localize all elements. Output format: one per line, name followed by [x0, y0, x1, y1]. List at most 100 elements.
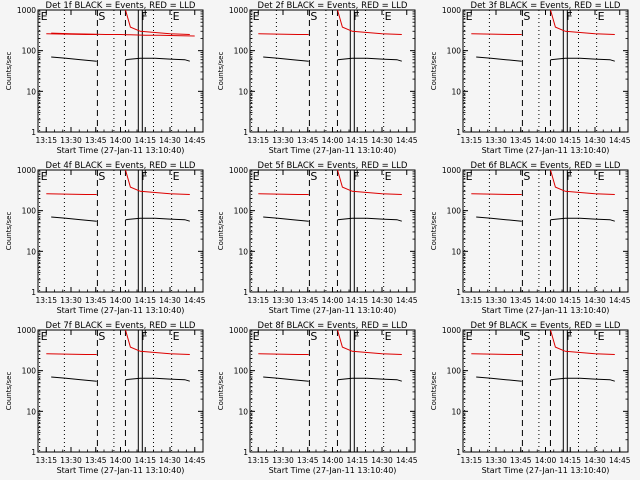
series-line-lld — [550, 10, 615, 35]
series-group — [471, 330, 615, 382]
panel-title: Det 9f BLACK = Events, RED = LLD — [471, 321, 621, 331]
y-tick-label: 100 — [234, 367, 249, 376]
panel-5: Det 5f BLACK = Events, RED = LLD 1 10 100 10… — [217, 161, 418, 315]
series-line-lld — [258, 33, 309, 35]
x-tick-label: 14:00 — [322, 296, 344, 305]
plot-frame — [462, 9, 629, 133]
y-tick-label: 10 — [26, 407, 36, 416]
x-tick-label: 13:15 — [247, 456, 269, 465]
series-line-events — [476, 216, 522, 222]
x-tick-label: 14:45 — [609, 136, 631, 145]
y-tick-label: 100 — [22, 47, 37, 56]
series-group — [258, 170, 402, 222]
x-axis-label: Start Time (27-Jan-11 13:10:40) — [269, 146, 397, 155]
series-line-lld — [471, 33, 522, 35]
series-line-lld — [46, 193, 97, 195]
x-tick-label: 13:45 — [297, 296, 319, 305]
y-tick-label: 100 — [447, 367, 462, 376]
x-tick-label: 14:15 — [134, 136, 156, 145]
series-line-lld — [337, 170, 402, 195]
marker-label: E — [41, 330, 48, 343]
x-axis-label: Start Time (27-Jan-11 13:10:40) — [482, 306, 610, 315]
panel-title: Det 5f BLACK = Events, RED = LLD — [258, 161, 408, 171]
y-tick-label: 100 — [22, 207, 37, 216]
x-axis-label: Start Time (27-Jan-11 13:10:40) — [57, 146, 185, 155]
x-tick-label: 14:15 — [134, 296, 156, 305]
x-tick-label: 14:15 — [559, 296, 581, 305]
marker-label: F — [566, 170, 572, 183]
series-line-events — [550, 377, 615, 382]
x-tick-label: 14:15 — [346, 136, 368, 145]
x-tick-label: 14:30 — [159, 456, 181, 465]
x-tick-label: 14:15 — [134, 456, 156, 465]
x-tick-label: 13:45 — [85, 456, 107, 465]
y-axis-label: Counts/sec — [430, 52, 438, 91]
x-tick-label: 14:00 — [535, 296, 557, 305]
x-tick-label: 14:00 — [110, 456, 132, 465]
marker-label: F — [141, 10, 147, 23]
y-tick-label: 100 — [447, 47, 462, 56]
x-tick-label: 14:30 — [371, 296, 393, 305]
x-tick-label: 14:00 — [110, 296, 132, 305]
y-tick-label: 1000 — [229, 166, 248, 175]
x-tick-label: 13:45 — [297, 136, 319, 145]
marker-label: E — [598, 10, 605, 23]
series-line-lld — [471, 353, 522, 355]
marker-label: E — [466, 330, 473, 343]
marker-label: S — [310, 330, 317, 343]
y-axis-label: Counts/sec — [5, 52, 13, 91]
marker-label: E — [41, 170, 48, 183]
y-axis-label: Counts/sec — [217, 212, 225, 251]
panel-title: Det 3f BLACK = Events, RED = LLD — [471, 1, 621, 11]
series-line-lld — [46, 33, 97, 35]
x-tick-label: 14:15 — [346, 456, 368, 465]
plot-frame — [249, 9, 416, 133]
x-tick-label: 14:45 — [184, 296, 206, 305]
panel-title: Det 7f BLACK = Events, RED = LLD — [46, 321, 196, 331]
marker-label: E — [173, 330, 180, 343]
y-tick-label: 10 — [238, 247, 248, 256]
x-tick-label: 13:45 — [297, 456, 319, 465]
x-tick-label: 13:30 — [272, 456, 294, 465]
series-line-events — [125, 57, 190, 62]
series-line-events — [125, 217, 190, 222]
series-line-events — [337, 217, 402, 222]
series-line-events — [550, 57, 615, 62]
marker-label: S — [310, 170, 317, 183]
panel-2: Det 2f BLACK = Events, RED = LLD 1 10 100 10… — [217, 1, 418, 155]
panel-4: Det 4f BLACK = Events, RED = LLD 1 10 100 10… — [5, 161, 206, 315]
y-axis-label: Counts/sec — [5, 212, 13, 251]
series-group — [471, 170, 615, 222]
marker-label: S — [98, 330, 105, 343]
x-tick-label: 13:45 — [85, 136, 107, 145]
marker-label: F — [566, 330, 572, 343]
marker-label: F — [566, 10, 572, 23]
x-tick-label: 14:30 — [371, 456, 393, 465]
series-line-events — [550, 217, 615, 222]
panel-7: Det 7f BLACK = Events, RED = LLD 1 10 100 10… — [5, 321, 206, 475]
x-tick-label: 14:15 — [346, 296, 368, 305]
series-line-lld — [550, 170, 615, 195]
marker-label: E — [598, 170, 605, 183]
marker-label: F — [141, 330, 147, 343]
series-line-lld — [258, 353, 309, 355]
x-tick-label: 13:45 — [510, 456, 532, 465]
x-tick-label: 14:30 — [584, 136, 606, 145]
y-tick-label: 100 — [234, 47, 249, 56]
x-tick-label: 13:15 — [35, 296, 57, 305]
x-axis-label: Start Time (27-Jan-11 13:10:40) — [269, 466, 397, 475]
marker-label: S — [98, 10, 105, 23]
x-tick-label: 14:30 — [584, 456, 606, 465]
plot-frame — [37, 169, 204, 293]
marker-label: S — [310, 10, 317, 23]
panel-6: Det 6f BLACK = Events, RED = LLD 1 10 100 10… — [430, 161, 631, 315]
panel-1: Det 1f BLACK = Events, RED = LLD 1 10 100 10… — [5, 1, 206, 155]
x-tick-label: 13:30 — [272, 136, 294, 145]
x-tick-label: 14:30 — [159, 296, 181, 305]
x-tick-label: 13:30 — [272, 296, 294, 305]
marker-label: S — [523, 170, 530, 183]
plot-frame — [462, 329, 629, 453]
series-line-events — [51, 56, 97, 62]
series-line-lld — [471, 193, 522, 195]
x-tick-label: 13:30 — [485, 296, 507, 305]
